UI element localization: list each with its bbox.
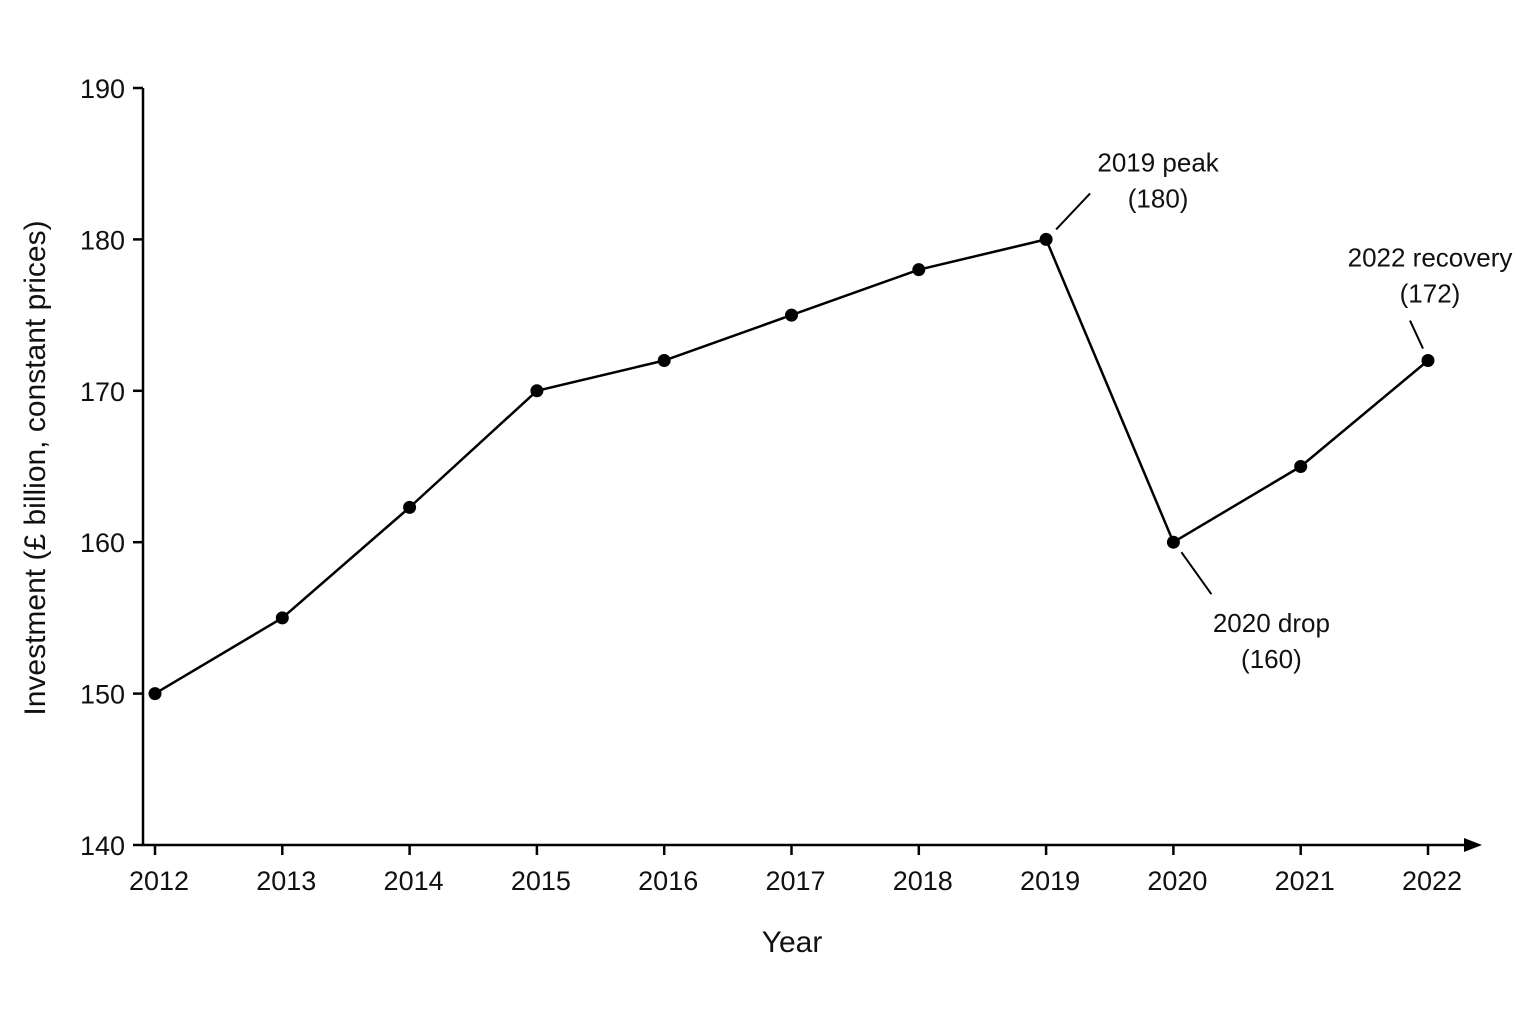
- x-tick-label: 2014: [384, 866, 444, 896]
- y-axis-title: Investment (£ billion, constant prices): [19, 220, 52, 715]
- ticks-group: 140 150 160 170 180 190 2012 2013 2014 2015 2016 20…: [80, 74, 1462, 896]
- annotations-group: 2019 peak (180) 2020 drop (160) 2022 recover…: [1055, 147, 1513, 674]
- x-axis-title: Year: [762, 926, 823, 959]
- data-point-2012: [148, 687, 162, 701]
- y-tick-label: 180: [80, 225, 125, 255]
- y-tick-label: 160: [80, 528, 125, 558]
- x-tick-label: 2021: [1275, 866, 1335, 896]
- annotation-value-2022: (172): [1400, 279, 1461, 309]
- annotation-value-2019: (180): [1128, 183, 1189, 213]
- x-axis-arrowhead: [1464, 838, 1482, 852]
- series-group: [148, 232, 1435, 701]
- data-point-2015: [530, 384, 544, 398]
- data-point-2021: [1294, 460, 1308, 473]
- annotation-leader-2019: [1055, 192, 1091, 231]
- axes-group: [141, 88, 1482, 852]
- y-tick-label: 150: [80, 680, 125, 710]
- annotation-value-2020: (160): [1241, 644, 1302, 674]
- annotation-leader-2020: [1180, 551, 1213, 595]
- y-tick-label: 170: [80, 377, 125, 407]
- x-tick-label: 2013: [256, 866, 316, 896]
- x-tick-label: 2016: [638, 866, 698, 896]
- data-point-2014: [403, 500, 417, 514]
- y-tick-label: 140: [80, 831, 125, 861]
- x-tick-label: 2022: [1402, 866, 1462, 896]
- x-tick-label: 2015: [511, 866, 571, 896]
- data-point-2016: [657, 354, 671, 368]
- data-point-2020: [1166, 535, 1180, 549]
- annotation-label-2020: 2020 drop: [1213, 608, 1330, 638]
- x-tick-label: 2012: [129, 866, 189, 896]
- data-point-2019: [1039, 232, 1053, 246]
- x-tick-label: 2020: [1147, 866, 1207, 896]
- x-tick-label: 2018: [893, 866, 953, 896]
- y-tick-label: 190: [80, 74, 125, 104]
- x-tick-label: 2017: [765, 866, 825, 896]
- data-point-2018: [912, 263, 926, 277]
- annotation-label-2022: 2022 recovery: [1348, 243, 1513, 273]
- data-point-2013: [275, 611, 289, 625]
- annotation-label-2019: 2019 peak: [1097, 147, 1219, 177]
- x-tick-label: 2019: [1020, 866, 1080, 896]
- data-point-2022: [1421, 354, 1435, 368]
- annotation-leader-2022: [1409, 320, 1424, 349]
- data-point-2017: [785, 308, 798, 322]
